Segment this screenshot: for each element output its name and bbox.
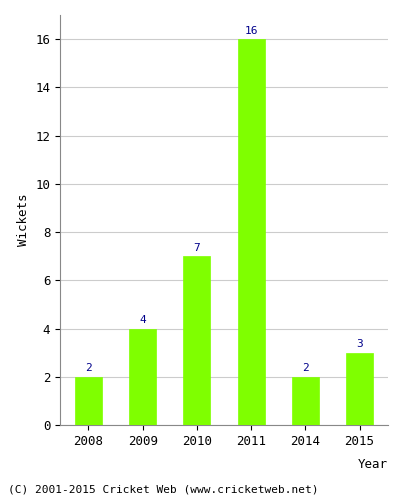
Y-axis label: Wickets: Wickets [17,194,30,246]
Bar [292,377,319,425]
Text: (C) 2001-2015 Cricket Web (www.cricketweb.net): (C) 2001-2015 Cricket Web (www.cricketwe… [8,485,318,495]
Bar [183,256,210,425]
Text: 2: 2 [302,363,309,373]
Text: 7: 7 [194,242,200,252]
Bar [238,39,265,425]
Bar [75,377,102,425]
Text: 2: 2 [85,363,92,373]
Text: 16: 16 [244,26,258,36]
Text: 4: 4 [139,315,146,325]
Text: 3: 3 [356,339,363,349]
Bar [129,328,156,425]
Bar [346,352,373,425]
Text: Year: Year [358,458,388,471]
